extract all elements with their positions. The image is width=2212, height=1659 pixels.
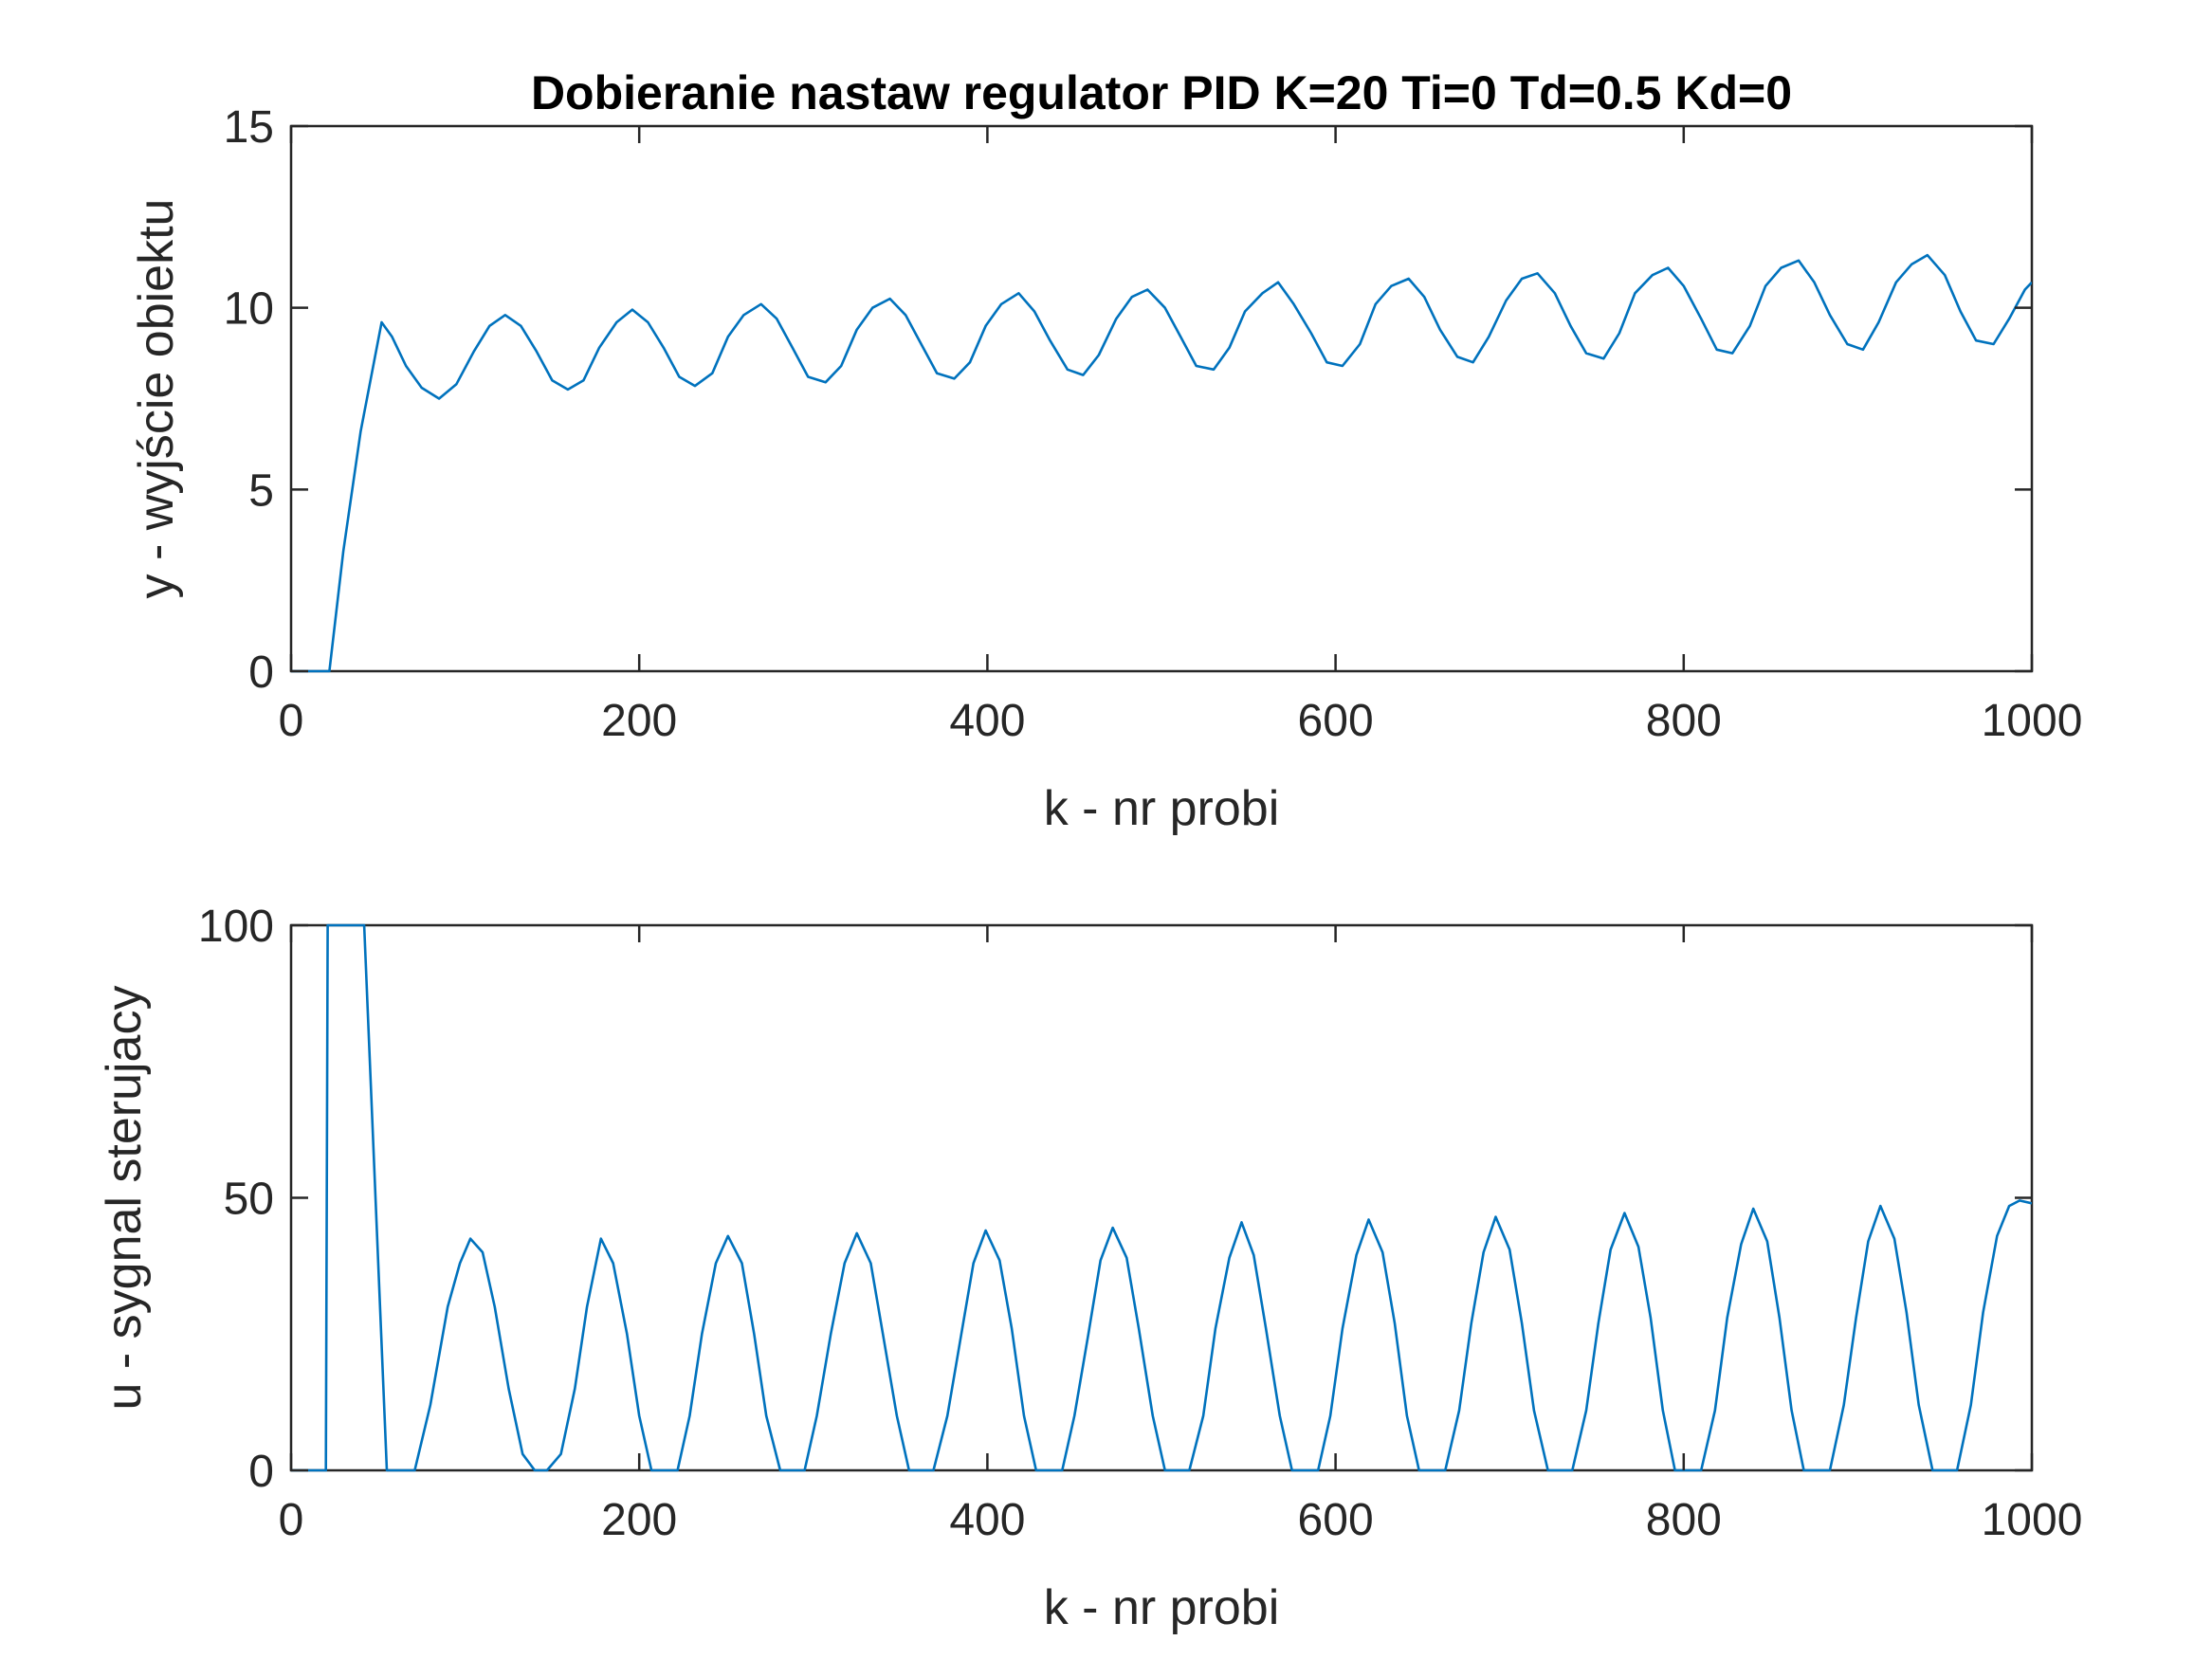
y-tick-label: 15 <box>224 102 274 153</box>
x-tick-label: 0 <box>279 696 304 746</box>
x-tick-label: 800 <box>1646 1495 1722 1545</box>
x-tick-label: 600 <box>1298 696 1374 746</box>
x-axis-label: k - nr probi <box>1044 1580 1280 1635</box>
x-tick-label: 400 <box>949 1495 1025 1545</box>
y-tick-label: 0 <box>248 647 274 698</box>
y-tick-label: 100 <box>198 902 274 952</box>
y-axis-label: y - wyjście obiektu <box>129 199 184 599</box>
x-tick-label: 600 <box>1298 1495 1374 1545</box>
y-tick-label: 5 <box>248 465 274 516</box>
chart-title: Dobieranie nastaw regulator PID K=20 Ti=… <box>531 66 1792 119</box>
x-tick-label: 800 <box>1646 696 1722 746</box>
x-tick-label: 400 <box>949 696 1025 746</box>
x-tick-label: 200 <box>601 696 677 746</box>
series-line-0 <box>291 923 2032 1472</box>
x-tick-label: 0 <box>279 1495 304 1545</box>
y-axis-label: u - sygnal sterujacy <box>97 986 152 1411</box>
series-line-0 <box>291 253 2032 673</box>
top-subplot: 0 200 400 600 800 1000 0 5 10 15 Dobieranie nastaw… <box>129 66 2082 836</box>
axes-box <box>289 124 2034 673</box>
bottom-subplot: 0 200 400 600 800 1000 0 50 100 k - nr probi u - s… <box>97 902 2082 1635</box>
axes-box <box>289 923 2034 1472</box>
x-tick-label: 1000 <box>1982 696 2083 746</box>
x-axis-label: k - nr probi <box>1044 781 1280 836</box>
x-tick-label: 1000 <box>1982 1495 2083 1545</box>
x-tick-label: 200 <box>601 1495 677 1545</box>
y-tick-label: 10 <box>224 284 274 335</box>
y-tick-label: 0 <box>248 1447 274 1497</box>
y-tick-label: 50 <box>224 1175 274 1225</box>
